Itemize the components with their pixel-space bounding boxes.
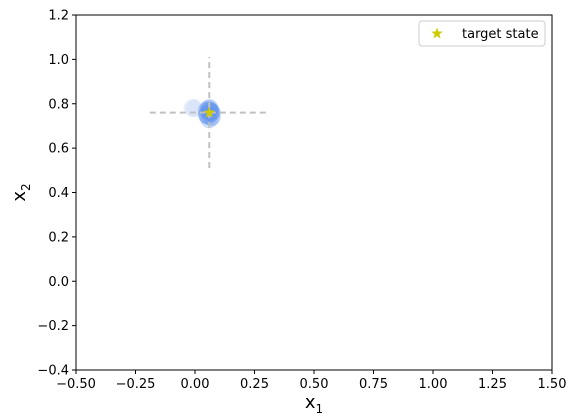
state-sample-point [200,110,219,129]
legend-box [418,20,546,47]
x-tick-label: 1.00 [419,377,448,392]
x-tick-label: −0.25 [116,377,156,392]
x-tick-label: 1.25 [478,377,507,392]
legend-label-target-state: target state [462,27,539,42]
y-tick-label: 0.0 [48,275,69,290]
y-tick-label: −0.2 [37,319,69,334]
x-tick-label: 0.50 [300,377,329,392]
plot-frame [75,14,553,371]
x-axis-label: x1 [305,392,323,414]
y-tick-label: 1.0 [48,53,69,68]
x-tick-label: 0.25 [240,377,269,392]
state-sample-point [186,99,204,118]
y-tick-label: 1.2 [48,9,69,24]
state-sample-point [183,99,202,118]
x-tick-label: 0.75 [359,377,388,392]
x-tick-label: 0.00 [181,377,210,392]
y-tick-label: 0.2 [48,230,69,245]
state-samples [183,99,221,129]
legend: target state [418,20,546,47]
y-tick-label: −0.4 [37,364,69,379]
y-tick-label: 0.4 [48,186,69,201]
y-tick-label: 0.8 [48,97,69,112]
x-tick-label: 1.50 [538,377,567,392]
target-state-star [203,106,215,118]
target-state-layer [203,106,215,118]
x-axis-ticks: −0.50 −0.25 0.00 0.25 0.50 0.75 1.00 1.25 1.50 [56,370,566,392]
y-axis-ticks: −0.4 −0.2 0.0 0.2 0.4 0.6 0.8 1.0 1.2 [37,9,76,379]
y-tick-label: 0.6 [48,142,69,157]
y-axis-label: x2 [9,183,33,201]
legend-star-marker [431,27,443,39]
x-tick-label: −0.50 [56,377,96,392]
